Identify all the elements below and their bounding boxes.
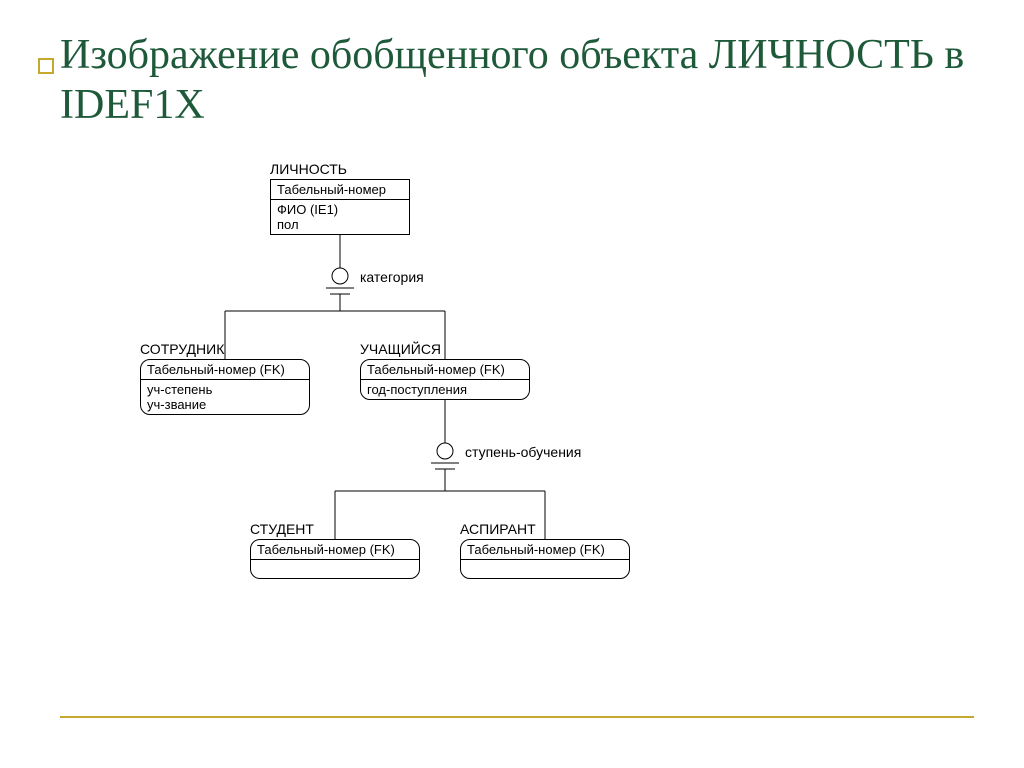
attr: уч-степень — [147, 382, 303, 397]
entity-box: Табельный-номер (FK) уч-степеньуч-звание — [140, 359, 310, 415]
entity-pk: Табельный-номер (FK) — [141, 360, 309, 380]
pk-attr: Табельный-номер (FK) — [367, 362, 523, 377]
entity-pk: Табельный-номер — [271, 180, 409, 200]
entity-aspirant: АСПИРАНТ Табельный-номер (FK) — [460, 521, 630, 579]
attr: уч-звание — [147, 397, 303, 412]
footer-rule — [60, 716, 974, 718]
entity-uchashchiysya: УЧАЩИЙСЯ Табельный-номер (FK) год-поступле… — [360, 341, 530, 400]
attr: год-поступления — [367, 382, 523, 397]
entity-pk: Табельный-номер (FK) — [251, 540, 419, 560]
entity-pk: Табельный-номер (FK) — [461, 540, 629, 560]
entity-pk: Табельный-номер (FK) — [361, 360, 529, 380]
pk-attr: Табельный-номер (FK) — [467, 542, 623, 557]
title-bullet — [38, 58, 54, 74]
entity-attrs: год-поступления — [361, 380, 529, 399]
entity-box: Табельный-номер (FK) — [250, 539, 420, 579]
pk-attr: Табельный-номер (FK) — [147, 362, 303, 377]
entity-lichnost: ЛИЧНОСТЬ Табельный-номер ФИО (IE1)пол — [270, 161, 410, 235]
attr: пол — [277, 217, 403, 232]
entity-attrs: уч-степеньуч-звание — [141, 380, 309, 414]
category-label: категория — [360, 269, 424, 285]
attr: ФИО (IE1) — [277, 202, 403, 217]
entity-name: ЛИЧНОСТЬ — [270, 161, 410, 177]
pk-attr: Табельный-номер — [277, 182, 403, 197]
entity-name: СОТРУДНИК — [140, 341, 310, 357]
slide-title: Изображение обобщенного объекта ЛИЧНОСТЬ… — [60, 30, 974, 131]
entity-name: УЧАЩИЙСЯ — [360, 341, 530, 357]
entity-box: Табельный-номер (FK) год-поступления — [360, 359, 530, 400]
entity-attrs — [251, 560, 419, 578]
entity-attrs: ФИО (IE1)пол — [271, 200, 409, 234]
entity-box: Табельный-номер (FK) — [460, 539, 630, 579]
entity-attrs — [461, 560, 629, 578]
category-label: ступень-обучения — [465, 444, 581, 460]
entity-student: СТУДЕНТ Табельный-номер (FK) — [250, 521, 420, 579]
pk-attr: Табельный-номер (FK) — [257, 542, 413, 557]
entity-box: Табельный-номер ФИО (IE1)пол — [270, 179, 410, 235]
entity-name: СТУДЕНТ — [250, 521, 420, 537]
idef1x-diagram: ЛИЧНОСТЬ Табельный-номер ФИО (IE1)пол СОТРУ… — [60, 151, 960, 651]
entity-sotrudnik: СОТРУДНИК Табельный-номер (FK) уч-степеньу… — [140, 341, 310, 415]
slide: Изображение обобщенного объекта ЛИЧНОСТЬ… — [0, 0, 1024, 768]
entity-name: АСПИРАНТ — [460, 521, 630, 537]
